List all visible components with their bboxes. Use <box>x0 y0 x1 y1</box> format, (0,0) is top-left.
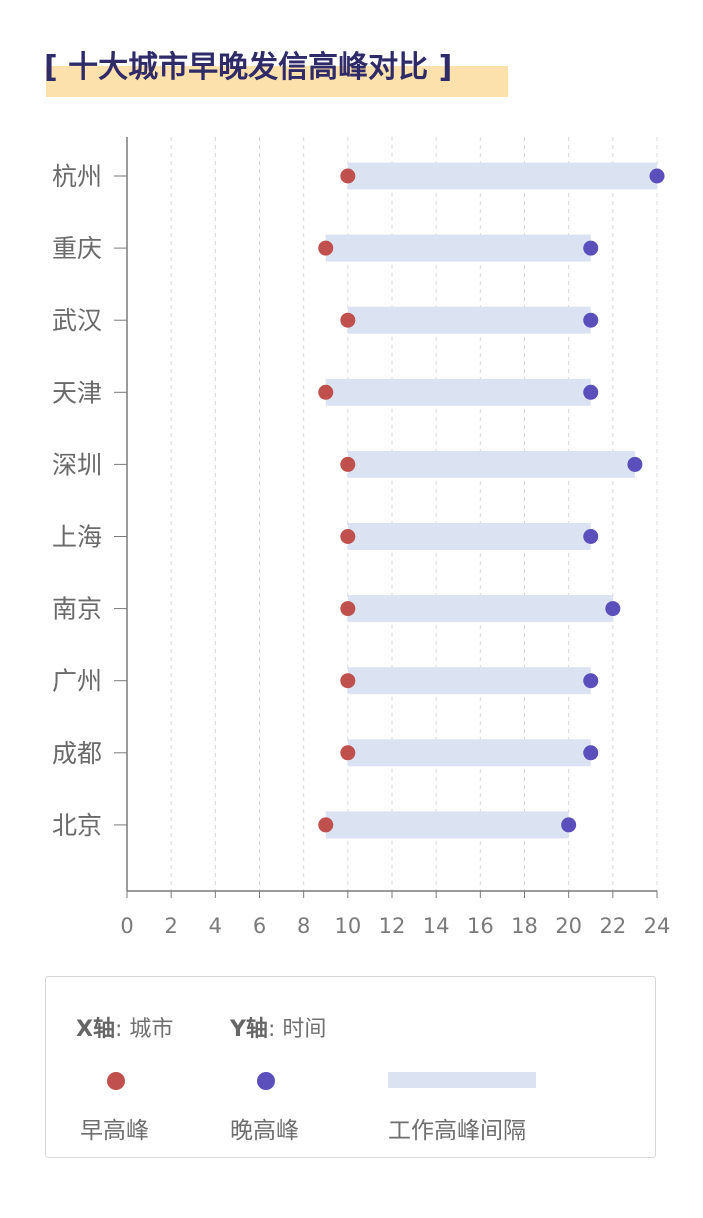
x-tick-label: 20 <box>555 914 582 938</box>
interval-bar <box>347 739 591 767</box>
category-label: 天津 <box>52 378 102 407</box>
evening-peak-dot <box>583 384 599 400</box>
morning-peak-dot <box>340 168 356 184</box>
x-tick-label: 22 <box>599 914 626 938</box>
interval-bar <box>347 450 635 478</box>
dumbbell-chart: 0 2 4 6 8 10 12 14 16 18 20 22 24杭州重庆武汉天津深圳上海南京广州成都北… <box>52 137 671 938</box>
x-tick-label: 12 <box>379 914 406 938</box>
evening-peak-dot <box>605 601 621 617</box>
morning-peak-dot <box>318 384 334 400</box>
evening-peak-dot <box>649 168 665 184</box>
morning-peak-dot <box>340 456 356 472</box>
category-label: 杭州 <box>52 162 102 191</box>
evening-peak-dot <box>583 240 599 256</box>
category-label: 深圳 <box>52 450 102 479</box>
interval-bar-icon <box>388 1072 536 1088</box>
interval-bar <box>347 667 591 695</box>
chart-title-block: [ 十大城市早晚发信高峰对比 ] <box>44 46 508 97</box>
morning-peak-dot <box>340 673 356 689</box>
x-tick-label: 6 <box>253 914 266 938</box>
interval-bar <box>325 378 591 406</box>
x-axis-key: X轴 <box>76 1017 115 1042</box>
evening-peak-dot <box>561 817 577 833</box>
evening-dot-icon <box>257 1072 275 1090</box>
category-label: 成都 <box>52 739 102 768</box>
x-axis-info: X轴: 城市 <box>76 1011 173 1043</box>
x-tick-label: 2 <box>164 914 177 938</box>
category-label: 南京 <box>52 595 102 624</box>
y-axis-key: Y轴 <box>230 1017 268 1042</box>
x-tick-label: 18 <box>511 914 538 938</box>
morning-peak-dot <box>340 745 356 761</box>
morning-peak-dot <box>340 312 356 328</box>
x-tick-label: 14 <box>423 914 450 938</box>
evening-peak-dot <box>583 673 599 689</box>
x-tick-label: 4 <box>209 914 222 938</box>
evening-peak-dot <box>627 456 643 472</box>
x-tick-label: 16 <box>467 914 494 938</box>
y-axis-value: : 时间 <box>267 1017 327 1042</box>
x-tick-label: 10 <box>334 914 361 938</box>
morning-peak-dot <box>340 601 356 617</box>
evening-peak-dot <box>583 529 599 544</box>
category-label: 上海 <box>52 523 102 552</box>
x-tick-label: 24 <box>644 914 671 938</box>
chart-title: [ 十大城市早晚发信高峰对比 ] <box>44 50 453 85</box>
morning-peak-dot <box>340 529 356 544</box>
interval-bar <box>325 234 591 262</box>
category-label: 北京 <box>52 811 102 840</box>
interval-bar <box>347 162 657 190</box>
morning-peak-dot <box>318 817 334 833</box>
interval-bar <box>325 811 569 839</box>
x-tick-label: 0 <box>120 914 133 938</box>
category-label: 重庆 <box>52 234 102 263</box>
evening-peak-dot <box>583 745 599 761</box>
category-label: 武汉 <box>52 306 102 335</box>
interval-bar <box>347 306 591 334</box>
morning-dot-icon <box>107 1072 125 1090</box>
evening-peak-dot <box>583 312 599 328</box>
legend-label-morning: 早高峰 <box>80 1118 149 1144</box>
interval-bar <box>347 523 591 550</box>
x-tick-label: 8 <box>297 914 310 938</box>
legend-panel: X轴: 城市 Y轴: 时间 早高峰 晚高峰 工作高峰间隔 <box>45 976 656 1158</box>
interval-bar <box>347 595 613 623</box>
x-axis-value: : 城市 <box>114 1017 174 1042</box>
morning-peak-dot <box>318 240 334 256</box>
legend-label-interval: 工作高峰间隔 <box>388 1118 526 1144</box>
legend-label-evening: 晚高峰 <box>230 1118 299 1144</box>
category-label: 广州 <box>52 667 102 696</box>
y-axis-info: Y轴: 时间 <box>230 1011 326 1043</box>
title-highlight <box>46 66 508 97</box>
